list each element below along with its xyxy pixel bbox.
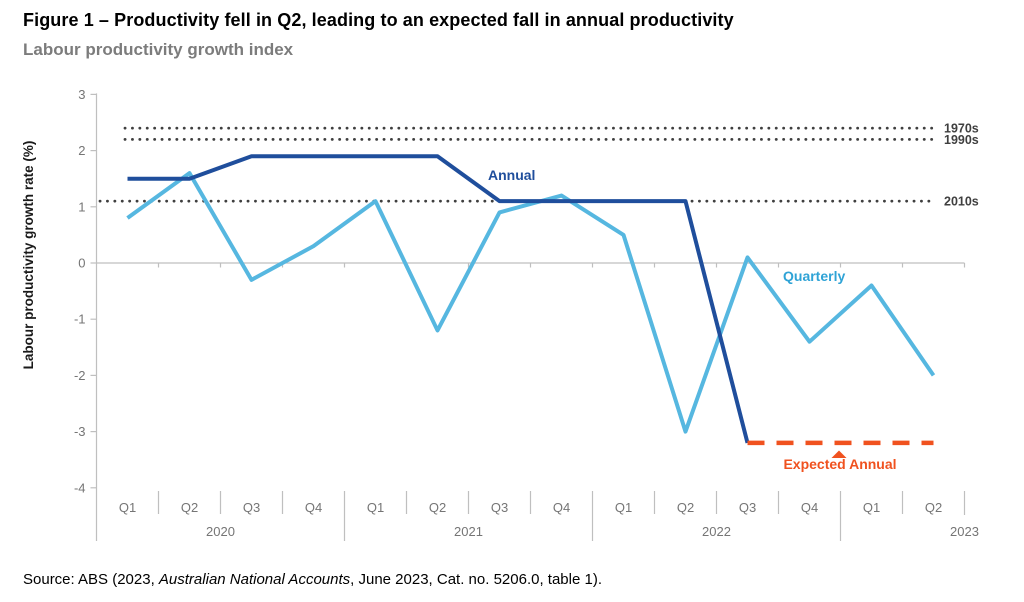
y-tick-label: 2 [78,143,85,158]
quarter-label: Q1 [119,500,136,515]
quarter-label: Q2 [429,500,446,515]
quarter-label: Q3 [739,500,756,515]
year-label-2020: 2020 [206,524,235,539]
expected-annual-triangle-marker [831,450,847,458]
quarter-label: Q1 [863,500,880,515]
ref-label-1970s: 1970s [944,122,979,136]
ref-label-1990s: 1990s [944,133,979,147]
y-tick-label: 3 [78,87,85,102]
y-tick-label: 0 [78,256,85,271]
quarter-label: Q3 [491,500,508,515]
quarter-label: Q2 [925,500,942,515]
quarter-label: Q4 [305,500,322,515]
quarter-label: Q4 [553,500,570,515]
year-label-2021: 2021 [454,524,483,539]
y-tick-label: -1 [74,312,86,327]
year-label-2023: 2023 [950,524,979,539]
y-tick-label: -3 [74,424,86,439]
quarterly-series-label: Quarterly [783,268,845,284]
quarter-label: Q1 [367,500,384,515]
quarter-label: Q4 [801,500,818,515]
figure-title: Figure 1 – Productivity fell in Q2, lead… [23,10,734,30]
y-tick-label: -4 [74,480,86,495]
source-note: Source: ABS (2023, Australian National A… [23,571,602,588]
series-line-annual [127,154,750,444]
series-line-quarterly [126,171,936,434]
expected-annual-series-label: Expected Annual [783,456,896,472]
source-text-lead: Source: ABS (2023, [23,571,159,588]
quarter-label: Q1 [615,500,632,515]
ref-label-2010s: 2010s [944,195,979,209]
quarter-label: Q2 [677,500,694,515]
figure-subtitle: Labour productivity growth index [23,40,294,59]
source-text-italic: Australian National Accounts [158,571,351,588]
quarter-label: Q2 [181,500,198,515]
source-text-tail: , June 2023, Cat. no. 5206.0, table 1). [350,571,602,588]
annual-series-label: Annual [488,167,535,183]
y-axis-title: Labour productivity growth rate (%) [21,141,36,370]
quarter-label: Q3 [243,500,260,515]
year-label-2022: 2022 [702,524,731,539]
y-tick-label: -2 [74,368,86,383]
y-tick-label: 1 [78,199,85,214]
